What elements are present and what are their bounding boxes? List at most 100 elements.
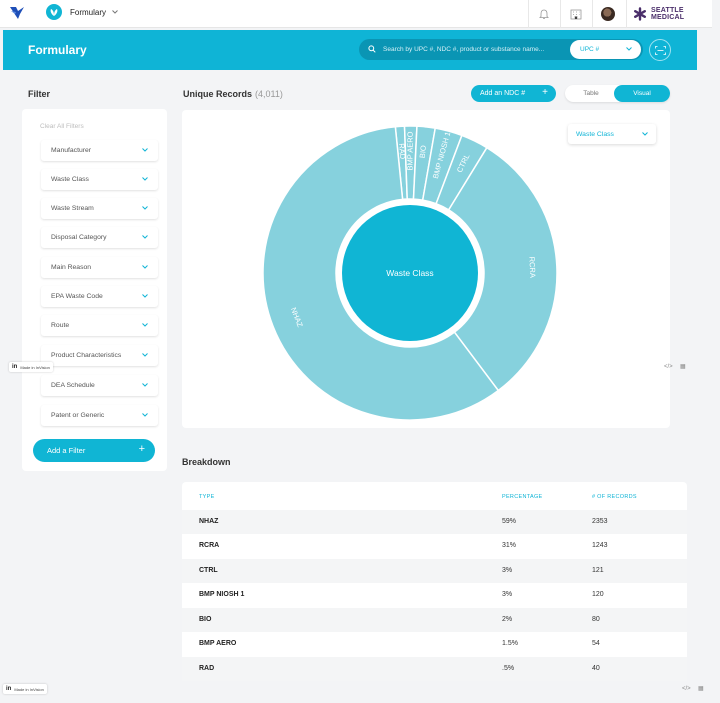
add-ndc-label: Add an NDC # — [480, 90, 526, 97]
app-switcher[interactable]: Formulary — [46, 4, 118, 20]
invision-label: Made in InVision — [20, 364, 50, 370]
cell-records: 54 — [592, 640, 600, 647]
profile-button[interactable] — [592, 0, 622, 28]
search-input[interactable] — [383, 42, 563, 57]
top-bar: Formulary SEATTLE MEDICAL — [0, 0, 712, 28]
records-count: (4,011) — [255, 89, 283, 99]
view-toggle: Table Visual — [565, 85, 670, 102]
search-icon — [368, 45, 376, 53]
chevron-down-icon — [142, 148, 148, 152]
chart-center-button[interactable] — [342, 205, 478, 341]
view-visual-button[interactable]: Visual — [614, 85, 670, 102]
table-row[interactable]: BMP AERO 1.5% 54 — [182, 632, 687, 656]
cell-type: RCRA — [199, 542, 220, 549]
cell-records: 120 — [592, 591, 604, 598]
cell-percentage: 31% — [502, 542, 517, 549]
chevron-down-icon — [626, 47, 632, 51]
column-header-type: TYPE — [199, 494, 215, 500]
filter-label: DEA Schedule — [51, 382, 95, 389]
table-row[interactable]: NHAZ 59% 2353 — [182, 510, 687, 534]
facility-button[interactable] — [560, 0, 590, 28]
made-in-invision-badge[interactable]: in Made in InVision — [9, 362, 53, 372]
grid-icon[interactable]: ▦ — [680, 364, 686, 370]
filter-dea-schedule[interactable]: DEA Schedule — [41, 375, 158, 396]
scan-button[interactable] — [649, 39, 671, 61]
filter-label: Product Characteristics — [51, 352, 122, 359]
cell-type: BMP AERO — [199, 640, 237, 647]
brand: SEATTLE MEDICAL — [626, 0, 712, 28]
chevron-down-icon — [142, 413, 148, 417]
cell-percentage: 1.5% — [502, 640, 518, 647]
chevron-down-icon — [142, 323, 148, 327]
table-row[interactable]: BIO 2% 80 — [182, 608, 687, 632]
avatar — [600, 7, 615, 21]
table-row[interactable]: RAD .5% 40 — [182, 657, 687, 681]
filter-epa-waste-code[interactable]: EPA Waste Code — [41, 286, 158, 307]
breakdown-table: TYPE PERCENTAGE # OF RECORDS NHAZ 59% 2353… — [182, 482, 687, 681]
cell-records: 1243 — [592, 542, 608, 549]
column-header-records: # OF RECORDS — [592, 494, 637, 500]
filter-manufacturer[interactable]: Manufacturer — [41, 140, 158, 161]
filter-product-characteristics[interactable]: Product Characteristics — [41, 345, 158, 366]
notifications-button[interactable] — [528, 0, 558, 28]
page-title: Formulary — [28, 43, 87, 57]
brand-line2: MEDICAL — [651, 14, 685, 21]
pie-slice-label: RCRA — [527, 256, 537, 278]
filter-main-reason[interactable]: Main Reason — [41, 257, 158, 278]
clear-filters-link[interactable]: Clear All Filters — [40, 123, 84, 130]
column-header-percentage: PERCENTAGE — [502, 494, 543, 500]
code-icon[interactable]: </> — [682, 686, 691, 692]
filter-label: Waste Stream — [51, 205, 94, 212]
filter-waste-stream[interactable]: Waste Stream — [41, 198, 158, 219]
table-row[interactable]: CTRL 3% 121 — [182, 559, 687, 583]
app-logo-icon[interactable] — [9, 5, 25, 21]
filter-heading: Filter — [28, 89, 51, 99]
made-in-invision-badge[interactable]: in Made in InVision — [3, 684, 47, 694]
filter-label: Waste Class — [51, 176, 89, 183]
table-row[interactable]: RCRA 31% 1243 — [182, 534, 687, 558]
view-table-button[interactable]: Table — [583, 90, 599, 97]
search-type-value: UPC # — [580, 46, 600, 53]
cell-records: 121 — [592, 567, 604, 574]
chevron-down-icon — [142, 353, 148, 357]
add-ndc-button[interactable]: Add an NDC # + — [471, 85, 556, 102]
chevron-down-icon — [142, 383, 148, 387]
chevron-down-icon — [142, 206, 148, 210]
chart-card: RAD BMP AERO BIO BMP NIOSH 1 CTRL RCRA NHAZ Wa… — [182, 110, 670, 428]
filter-waste-class[interactable]: Waste Class — [41, 169, 158, 190]
filter-route[interactable]: Route — [41, 315, 158, 336]
invision-label: Made in InVision — [14, 686, 44, 692]
cell-type: CTRL — [199, 567, 218, 574]
filter-panel: Clear All Filters Manufacturer Waste Cla… — [22, 109, 167, 471]
breakdown-heading: Breakdown — [182, 457, 231, 467]
chevron-down-icon — [142, 235, 148, 239]
filter-patent-or-generic[interactable]: Patent or Generic — [41, 405, 158, 426]
cell-type: NHAZ — [199, 518, 219, 525]
cell-percentage: 59% — [502, 518, 517, 525]
code-icon[interactable]: </> — [664, 364, 673, 370]
pie-slice-label: BMP AERO — [405, 131, 414, 170]
cell-percentage: 3% — [502, 567, 513, 574]
plus-icon: + — [138, 443, 145, 455]
chevron-down-icon — [142, 265, 148, 269]
cell-percentage: .5% — [502, 665, 515, 672]
filter-label: EPA Waste Code — [51, 293, 103, 300]
filter-label: Route — [51, 322, 70, 329]
chevron-down-icon — [642, 132, 648, 136]
cell-percentage: 2% — [502, 616, 513, 623]
group-by-select[interactable]: Waste Class — [568, 124, 656, 144]
chevron-down-icon — [112, 10, 118, 14]
page-header: Formulary UPC # — [3, 30, 697, 70]
cell-type: BMP NIOSH 1 — [199, 591, 245, 598]
add-filter-button[interactable]: Add a Filter + — [33, 439, 155, 462]
group-by-value: Waste Class — [576, 130, 614, 138]
search-type-select[interactable]: UPC # — [570, 40, 641, 59]
cell-type: BIO — [199, 616, 212, 623]
table-row[interactable]: BMP NIOSH 1 3% 120 — [182, 583, 687, 607]
cell-records: 80 — [592, 616, 600, 623]
filter-disposal-category[interactable]: Disposal Category — [41, 227, 158, 248]
cell-type: RAD — [199, 665, 215, 672]
grid-icon[interactable]: ▦ — [698, 686, 704, 692]
formulary-app-icon — [46, 4, 62, 20]
